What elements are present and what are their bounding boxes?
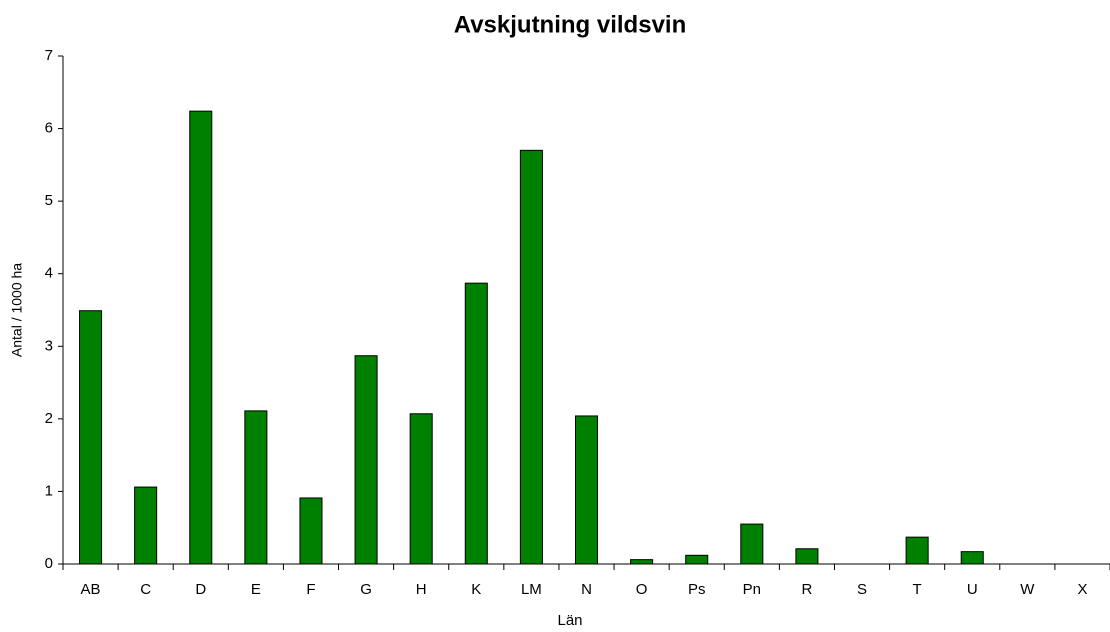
y-tick-label: 0 xyxy=(45,555,53,572)
x-tick-label: G xyxy=(360,581,372,598)
bar xyxy=(409,413,433,565)
y-tick-label: 6 xyxy=(45,120,53,137)
x-tick-label: D xyxy=(195,581,206,598)
x-tick-label: T xyxy=(913,581,922,598)
bar xyxy=(905,536,929,565)
x-axis-label: Län xyxy=(557,612,582,629)
x-tick-label: E xyxy=(251,581,261,598)
x-tick-label: W xyxy=(1020,581,1035,598)
bar xyxy=(134,486,158,565)
bar xyxy=(464,282,488,565)
bar xyxy=(795,548,819,565)
bar xyxy=(685,554,709,565)
y-tick-label: 1 xyxy=(45,482,53,499)
y-tick-label: 7 xyxy=(45,47,53,64)
bar xyxy=(354,355,378,565)
y-tick-label: 3 xyxy=(45,337,53,354)
bar xyxy=(79,310,103,565)
x-tick-label: U xyxy=(967,581,978,598)
bar xyxy=(189,110,213,565)
bar xyxy=(299,497,323,565)
chart-title: Avskjutning vildsvin xyxy=(454,11,687,38)
bar xyxy=(574,415,599,565)
x-tick-label: LM xyxy=(521,581,542,598)
bar xyxy=(244,410,268,565)
bar xyxy=(960,551,984,565)
x-tick-label: X xyxy=(1077,581,1087,598)
bar xyxy=(630,559,654,565)
x-tick-label: Ps xyxy=(688,581,706,598)
y-tick-label: 5 xyxy=(45,192,53,209)
bar xyxy=(519,149,543,565)
y-axis-label: Antal / 1000 ha xyxy=(9,263,25,357)
y-tick-label: 4 xyxy=(45,265,53,282)
x-tick-label: K xyxy=(471,581,481,598)
x-tick-label: N xyxy=(581,581,592,598)
bar xyxy=(740,523,764,565)
x-tick-label: AB xyxy=(81,581,101,598)
x-tick-label: R xyxy=(801,581,812,598)
y-tick-label: 2 xyxy=(45,410,53,427)
x-tick-label: F xyxy=(306,581,315,598)
x-tick-label: Pn xyxy=(743,581,761,598)
x-tick-label: H xyxy=(416,581,427,598)
x-tick-label: O xyxy=(636,581,648,598)
x-tick-label: S xyxy=(857,581,867,598)
x-tick-label: C xyxy=(140,581,151,598)
